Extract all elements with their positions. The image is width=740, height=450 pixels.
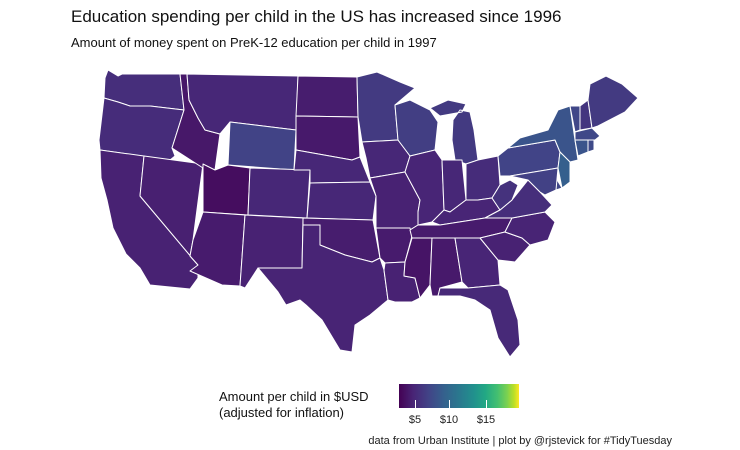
- legend-tick-mark: [486, 400, 487, 408]
- state-wy: [227, 121, 297, 171]
- source-caption: data from Urban Institute | plot by @rjs…: [368, 435, 672, 447]
- legend-tick-label: $15: [476, 414, 496, 426]
- legend-title-line2: (adjusted for inflation): [219, 405, 345, 420]
- state-ks: [306, 181, 377, 221]
- state-md: [509, 167, 559, 196]
- legend-colorbar: [399, 384, 519, 408]
- legend-tick-mark: [449, 400, 450, 408]
- state-ri: [587, 139, 595, 153]
- chart-title: Education spending per child in the US h…: [71, 7, 562, 26]
- state-nj: [557, 151, 571, 189]
- state-ut: [202, 163, 251, 216]
- state-wv: [491, 179, 519, 211]
- state-wi: [394, 99, 439, 157]
- state-fl: [437, 284, 521, 358]
- legend-tick-mark: [415, 400, 416, 408]
- state-az: [189, 211, 246, 287]
- state-nd: [295, 75, 359, 118]
- state-me: [587, 75, 639, 129]
- state-co: [247, 167, 311, 219]
- legend-title: Amount per child in $USD (adjusted for i…: [219, 389, 369, 421]
- state-il: [404, 149, 445, 226]
- state-ma: [574, 127, 601, 141]
- legend-tick-label: $5: [408, 414, 422, 426]
- chart-subtitle: Amount of money spent on PreK-12 educati…: [71, 35, 437, 50]
- legend-title-line1: Amount per child in $USD: [219, 389, 369, 404]
- state-tx: [257, 224, 389, 353]
- legend-tick-label: $10: [439, 414, 459, 426]
